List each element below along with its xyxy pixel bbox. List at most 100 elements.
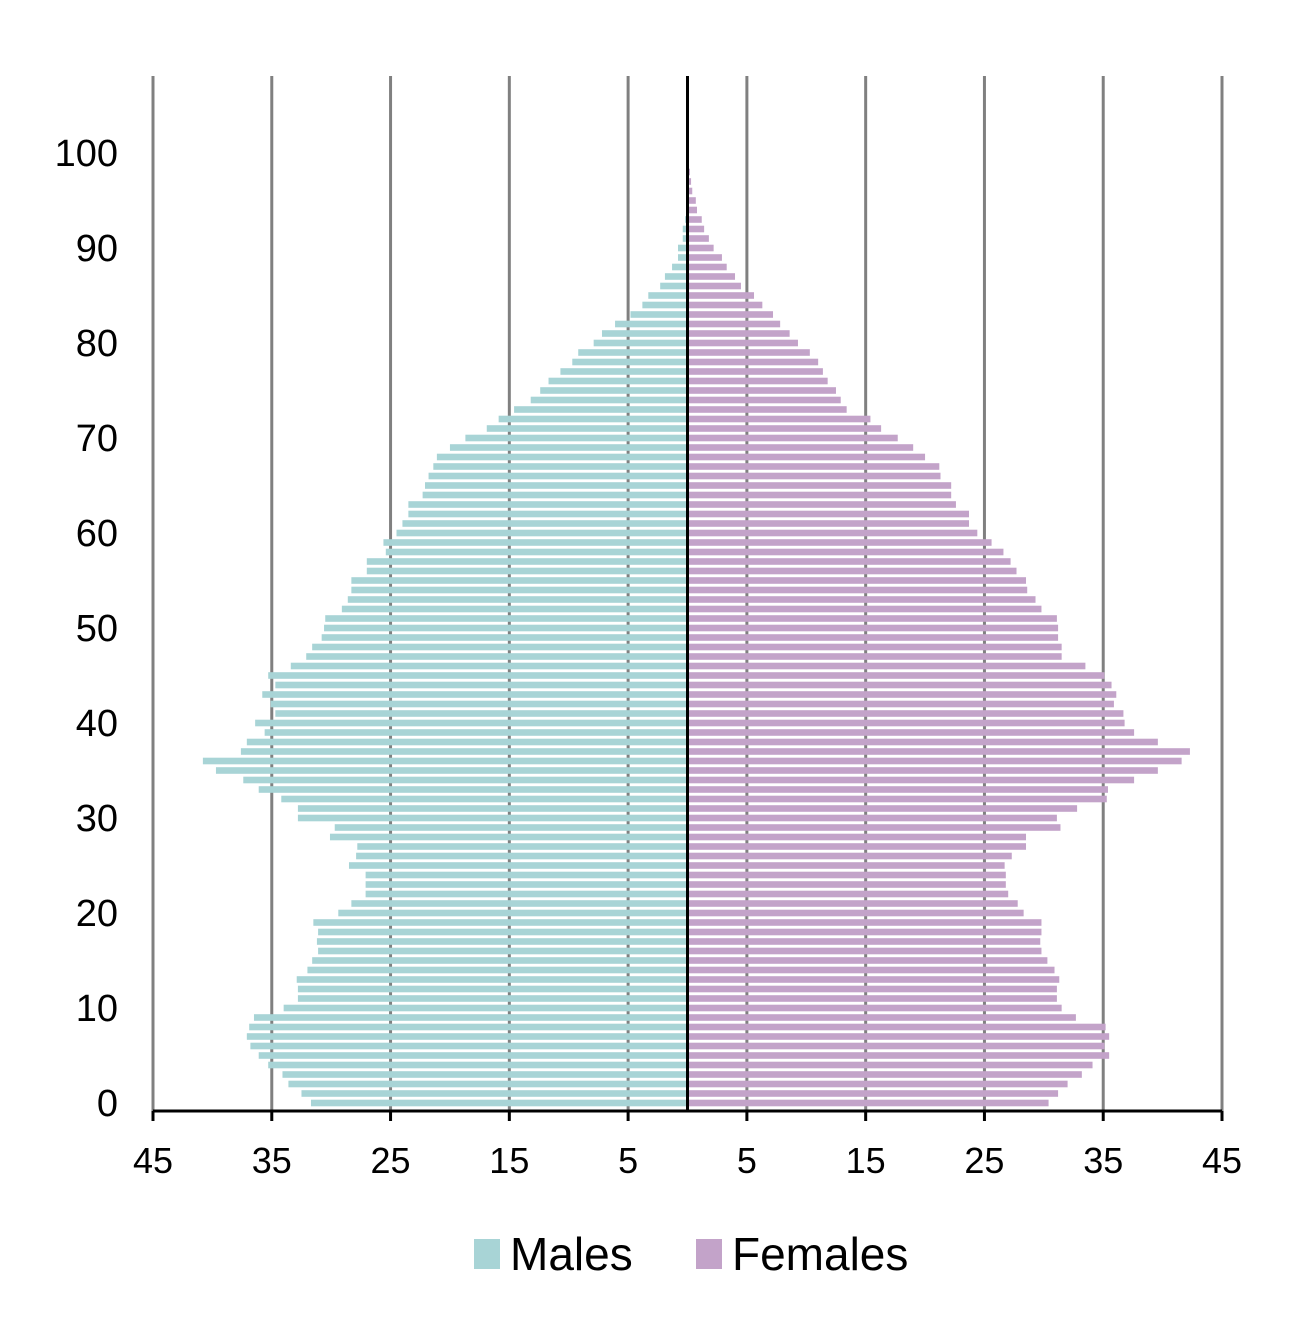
- male-bar: [365, 890, 688, 898]
- male-bar: [255, 719, 688, 727]
- male-bar: [262, 691, 688, 698]
- y-tick-label: 40: [76, 703, 118, 745]
- female-bar: [687, 662, 1086, 670]
- female-bar: [687, 349, 810, 356]
- male-bar: [548, 377, 688, 385]
- male-bar: [268, 1061, 688, 1069]
- female-bar: [687, 444, 914, 451]
- male-bar: [318, 928, 688, 936]
- female-bar: [687, 862, 1005, 869]
- male-bar: [648, 292, 688, 299]
- female-bar: [687, 301, 763, 309]
- male-bar: [268, 672, 688, 679]
- male-bar: [341, 605, 688, 613]
- male-bar: [249, 1023, 688, 1031]
- male-bar: [572, 358, 688, 366]
- female-bar: [687, 710, 1124, 717]
- x-tick-label: 35: [252, 1140, 292, 1181]
- female-bar: [687, 615, 1057, 622]
- male-bar: [306, 653, 688, 660]
- male-bar: [615, 320, 688, 328]
- y-tick-label: 50: [76, 608, 118, 650]
- male-bar: [215, 767, 688, 774]
- female-bar: [687, 244, 714, 252]
- female-bar: [687, 263, 727, 271]
- female-bar: [687, 1042, 1105, 1050]
- y-axis-ticks: 0 10 20 30 40 50 60 70 80 90 100: [55, 133, 118, 1125]
- male-bar: [312, 957, 688, 964]
- female-bar: [687, 577, 1027, 584]
- male-bar: [408, 501, 688, 508]
- male-bar: [677, 244, 688, 252]
- male-bar: [297, 985, 688, 993]
- female-bar: [687, 491, 952, 499]
- legend-swatch-females: [696, 1239, 722, 1269]
- female-bar: [687, 919, 1042, 926]
- male-bar: [436, 453, 688, 461]
- x-tick-label: 5: [618, 1140, 638, 1181]
- male-bar: [540, 387, 688, 394]
- male-bar: [428, 472, 688, 480]
- female-bar: [687, 643, 1062, 651]
- female-bar: [687, 178, 692, 185]
- male-bar: [325, 615, 688, 622]
- male-bar: [275, 710, 688, 717]
- y-tick-label: 100: [55, 133, 118, 175]
- legend-label-males: Males: [510, 1228, 633, 1280]
- female-bar: [687, 985, 1057, 993]
- male-bar: [664, 273, 688, 280]
- female-bar: [687, 653, 1062, 660]
- female-bar: [687, 938, 1041, 945]
- female-bar: [687, 292, 755, 299]
- male-bar: [408, 510, 688, 518]
- female-bar: [687, 453, 926, 461]
- male-bar: [365, 871, 688, 879]
- female-bar: [687, 995, 1057, 1002]
- female-bar: [687, 434, 898, 442]
- male-bar: [338, 909, 688, 917]
- female-bar: [687, 235, 709, 242]
- female-bar: [687, 719, 1125, 727]
- male-bar: [264, 729, 688, 736]
- legend-swatch-males: [474, 1239, 500, 1269]
- male-bar: [297, 995, 688, 1002]
- male-bar: [366, 558, 688, 565]
- axes: [153, 76, 1222, 1113]
- male-bar: [402, 520, 688, 527]
- male-bar: [465, 434, 688, 442]
- male-bar: [275, 681, 688, 689]
- male-bar: [329, 833, 688, 841]
- x-tick-label: 45: [133, 1140, 173, 1181]
- male-bar: [672, 263, 688, 271]
- male-bar: [250, 1042, 688, 1050]
- male-bar: [383, 539, 688, 546]
- female-bar: [687, 729, 1135, 736]
- female-bar: [687, 1071, 1082, 1078]
- female-bar: [687, 539, 992, 546]
- female-bar: [687, 396, 841, 404]
- male-bar: [321, 634, 688, 641]
- male-bar: [310, 1099, 688, 1107]
- female-bar: [687, 805, 1078, 812]
- male-bar: [288, 1080, 688, 1088]
- male-bar: [351, 586, 688, 594]
- female-bar: [687, 1061, 1093, 1069]
- female-bar: [687, 634, 1059, 641]
- male-bar: [660, 282, 688, 290]
- male-bar: [297, 805, 688, 812]
- female-bar: [687, 567, 1017, 575]
- legend: Males Females: [474, 1228, 908, 1280]
- x-tick-label: 15: [846, 1140, 886, 1181]
- male-bar: [356, 852, 688, 860]
- female-bar: [687, 339, 798, 347]
- male-bar: [270, 700, 688, 708]
- y-tick-label: 10: [76, 988, 118, 1030]
- female-bar: [687, 852, 1012, 860]
- female-bar: [687, 672, 1105, 679]
- male-bar: [246, 738, 688, 746]
- female-bar: [687, 558, 1011, 565]
- y-tick-label: 80: [76, 323, 118, 365]
- male-bar: [318, 947, 688, 955]
